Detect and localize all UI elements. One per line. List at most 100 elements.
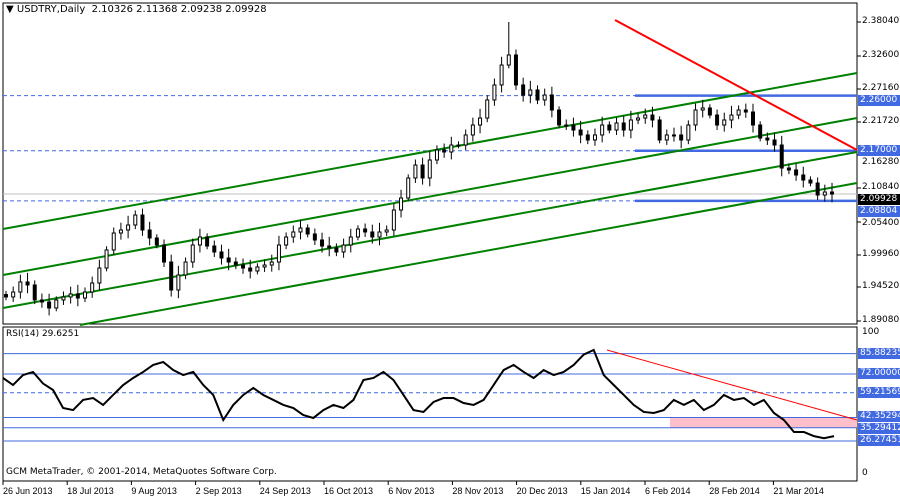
symbol-label: USDTRY,Daily [16, 4, 86, 15]
candle-body [542, 94, 547, 101]
rsi-line [2, 348, 835, 440]
candle-body [470, 124, 475, 136]
candle-body [456, 144, 461, 147]
candle-body [592, 134, 597, 141]
candle-body [585, 134, 590, 141]
candle-body [39, 299, 44, 303]
time-label: 21 Mar 2014 [773, 486, 824, 496]
price-tick-label: 2.27160 [862, 83, 900, 93]
price-tick-label: 1.89080 [862, 315, 900, 325]
candle-body [600, 124, 605, 136]
candle-body [104, 249, 109, 269]
level-tag: 2.26000 [858, 95, 900, 106]
candle-body [61, 296, 66, 301]
level-tag: 2.08804 [858, 206, 900, 217]
candle-body [485, 99, 490, 119]
candle-body [822, 191, 827, 196]
candle-body [391, 209, 396, 231]
candle-body [736, 109, 741, 116]
candle-body [370, 231, 375, 238]
candle-body [269, 261, 274, 266]
time-label: 28 Nov 2013 [452, 486, 504, 496]
candle-body [176, 274, 181, 291]
candle-body [154, 237, 159, 246]
rsi-level-tag: 85.88235 [858, 347, 900, 359]
rsi-title: RSI(14) 29.6251 [6, 329, 80, 339]
candle-body [679, 134, 684, 141]
rsi-level-tag: 42.35294 [858, 411, 900, 423]
candle-body [772, 139, 777, 146]
candle-body [341, 244, 346, 253]
candle-body [118, 229, 123, 234]
candle-body [715, 114, 720, 126]
candle-body [750, 111, 755, 126]
channel-line [79, 182, 858, 326]
candle-body [413, 164, 418, 179]
candle-body [722, 119, 727, 126]
price-tick-label: 1.99960 [862, 249, 900, 259]
price-tick-label: 2.05400 [862, 218, 900, 228]
time-label: 6 Nov 2013 [388, 486, 435, 496]
candle-body [449, 144, 454, 153]
candle-body [765, 137, 770, 141]
candle-body [607, 124, 612, 131]
candle-body [377, 231, 382, 238]
candle-body [499, 64, 504, 86]
candle-body [621, 122, 626, 131]
time-label: 26 Jun 2013 [3, 486, 53, 496]
candle-body [219, 251, 224, 259]
candle-body [657, 119, 662, 141]
candle-body [111, 232, 116, 251]
candle-body [205, 236, 210, 247]
main-pane-frame [2, 2, 858, 325]
time-label: 24 Sep 2013 [259, 486, 311, 496]
candle-body [18, 281, 23, 293]
candle-body [571, 124, 576, 131]
open-value: 2.10326 [91, 4, 133, 15]
candle-body [664, 134, 669, 141]
candle-body [557, 109, 562, 126]
candle-body [650, 114, 655, 121]
candle-body [284, 236, 289, 246]
price-tick-label: 2.21720 [862, 116, 900, 126]
candle-body [233, 261, 238, 266]
candle-body [671, 134, 676, 137]
candle-body [25, 281, 30, 286]
candle-body [241, 264, 246, 269]
triangle-down-icon[interactable]: ▼ [6, 4, 17, 15]
level-tag: 2.17000 [858, 144, 900, 156]
copyright: GCM MetaTrader, © 2001-2014, MetaQuotes … [6, 467, 277, 477]
candle-body [700, 107, 705, 111]
candle-body [427, 159, 432, 179]
candle-body [90, 282, 95, 293]
candle-body [564, 124, 569, 127]
candle-body [4, 294, 8, 298]
candle-body [355, 228, 360, 238]
candle-body [535, 89, 540, 101]
price-tick-label: 2.32600 [862, 50, 900, 60]
high-value: 2.11368 [136, 4, 178, 15]
candle-body [126, 224, 131, 231]
candle-body [190, 244, 195, 263]
candle-body [801, 174, 806, 181]
candle-body [97, 267, 102, 284]
candle-body [384, 229, 389, 233]
candle-body [528, 89, 533, 96]
candle-body [636, 117, 641, 121]
candle-body [614, 122, 619, 131]
candle-body [406, 177, 411, 199]
candle-body [492, 84, 497, 101]
time-label: 9 Aug 2013 [131, 486, 177, 496]
candle-body [197, 236, 202, 246]
candle-body [320, 239, 325, 247]
channel-line [2, 151, 858, 309]
candle-body [32, 284, 37, 301]
candle-body [786, 167, 791, 171]
candle-body [11, 291, 16, 298]
candle-body [743, 109, 748, 113]
candle-body [686, 124, 691, 141]
candle-body [54, 299, 59, 309]
candle-body [47, 301, 52, 309]
candle-body [248, 267, 253, 272]
